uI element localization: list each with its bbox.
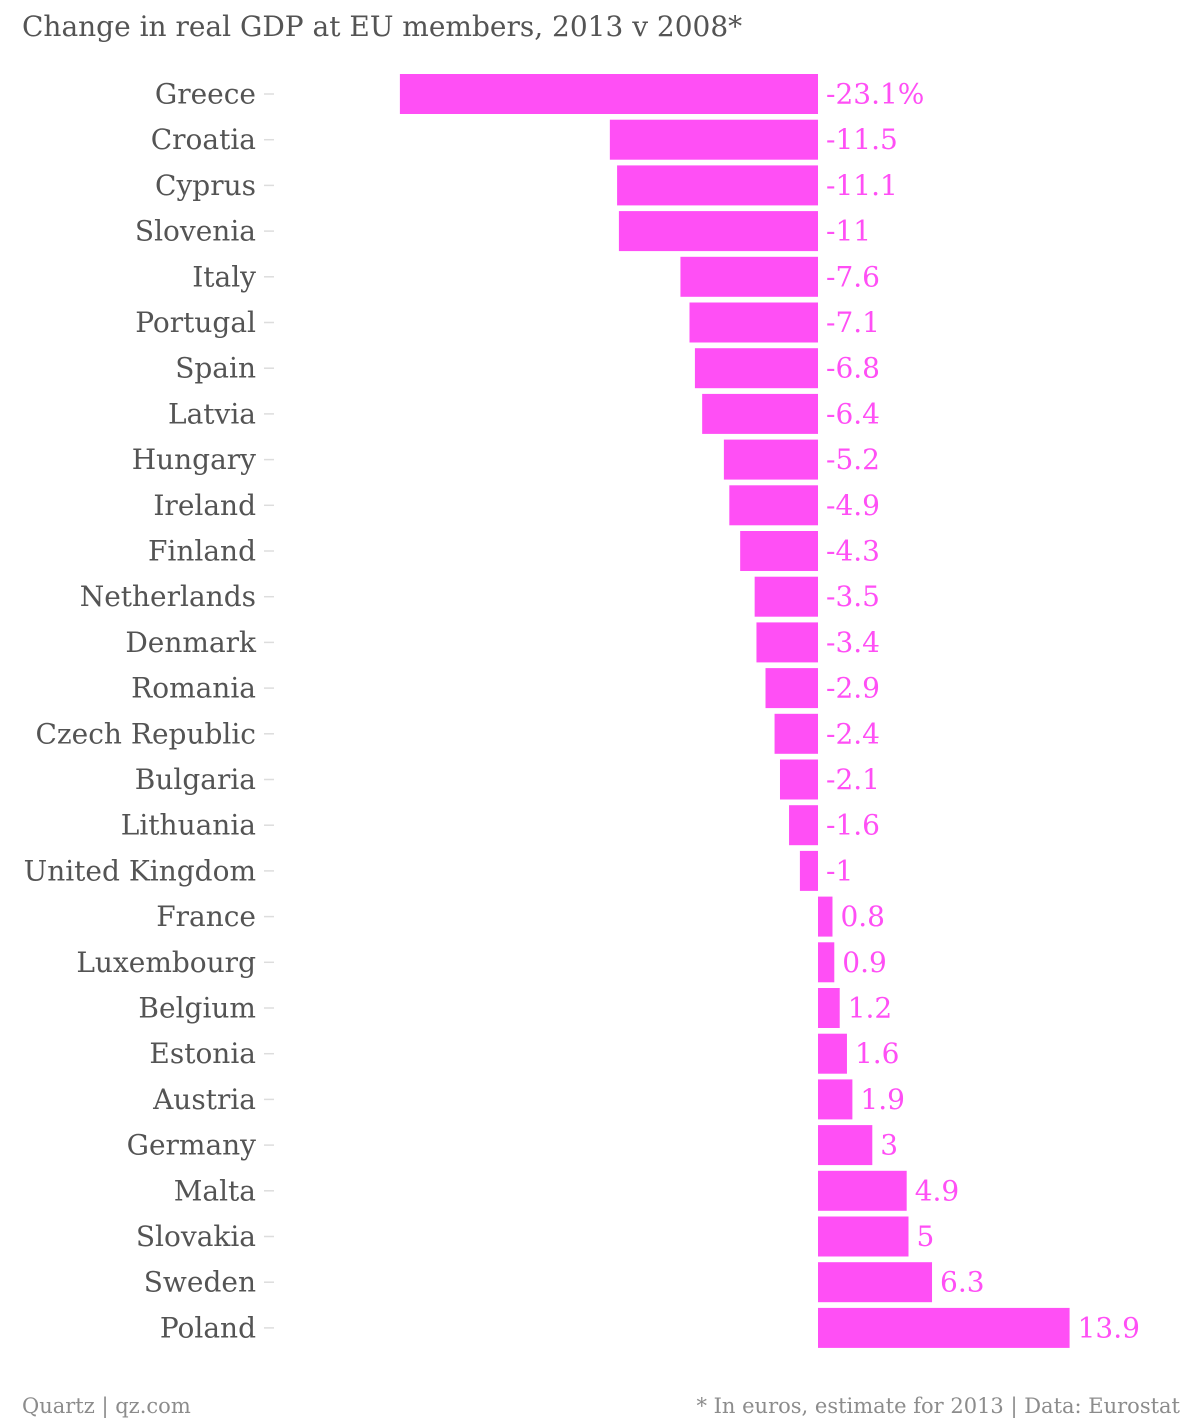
bar [399,74,818,114]
category-label: Czech Republic [36,717,257,750]
value-label: -2.1 [826,763,880,796]
category-label: Cyprus [155,169,256,202]
value-label: -23.1% [826,78,924,111]
value-label: -11 [826,215,871,248]
bar [774,713,818,754]
category-label: Romania [131,672,256,705]
value-label: 5 [917,1220,935,1253]
bar [740,531,818,571]
value-label: -11.1 [826,169,898,202]
bar [756,622,818,663]
bar [818,1216,909,1257]
bar [818,942,835,983]
value-label: -7.1 [826,306,880,339]
value-label: -3.5 [826,580,880,613]
category-label: Ireland [153,489,256,522]
bar [618,211,818,252]
category-label: Slovenia [135,215,256,248]
category-label: Bulgaria [135,763,256,796]
value-label: -1.6 [826,809,880,842]
value-label: -4.3 [826,535,880,568]
category-label: Luxembourg [76,946,256,979]
value-label: 1.2 [848,992,893,1025]
value-label: 4.9 [915,1174,960,1207]
bar [818,1262,933,1303]
value-label: -1 [826,854,853,887]
value-label: 13.9 [1078,1311,1140,1344]
category-label: Austria [152,1083,256,1116]
category-label: Malta [174,1174,256,1207]
value-label: 3 [880,1129,898,1162]
category-label: Spain [175,352,256,385]
bar [694,348,818,389]
category-label: United Kingdom [24,854,256,887]
value-label: 0.9 [842,946,887,979]
category-label: Portugal [135,306,256,339]
bar [609,119,818,160]
category-label: Italy [192,260,256,293]
category-label: Netherlands [80,580,256,613]
footer-source: Quartz | qz.com [22,1394,191,1418]
category-label: Finland [148,535,256,568]
bar [754,576,818,617]
bar [779,759,818,800]
value-label: 0.8 [840,900,885,933]
category-label: Denmark [125,626,257,659]
category-label: Lithuania [121,809,256,842]
bar [765,668,818,709]
bar [702,393,818,434]
bar [818,896,833,937]
value-label: 1.9 [860,1083,905,1116]
category-label: Poland [160,1311,256,1344]
bar [789,805,818,846]
category-label: Croatia [151,123,256,156]
bar [818,1307,1070,1348]
bar [818,1033,847,1074]
bar [723,439,818,480]
bar [680,256,818,297]
value-label: -2.4 [826,717,880,750]
chart-title: Change in real GDP at EU members, 2013 v… [22,10,743,43]
bar [818,1170,907,1211]
value-label: -6.4 [826,397,880,430]
category-label: Germany [127,1129,257,1162]
category-label: France [156,900,256,933]
bar [818,988,840,1028]
category-label: Estonia [149,1037,256,1070]
bar [689,302,818,343]
value-label: 6.3 [940,1266,985,1299]
value-label: -7.6 [826,260,880,293]
bar [617,165,818,206]
category-label: Hungary [132,443,256,476]
category-label: Sweden [144,1266,256,1299]
value-label: 1.6 [855,1037,900,1070]
value-label: -2.9 [826,672,880,705]
value-label: -6.8 [826,352,880,385]
bar [729,485,818,526]
footer-note: * In euros, estimate for 2013 | Data: Eu… [696,1394,1180,1418]
bar [818,1125,873,1166]
bar [799,850,818,891]
category-label: Belgium [138,992,256,1025]
value-label: -5.2 [826,443,880,476]
value-label: -11.5 [826,123,898,156]
value-label: -3.4 [826,626,880,659]
value-label: -4.9 [826,489,880,522]
category-label: Slovakia [136,1220,256,1253]
category-label: Latvia [168,397,256,430]
category-label: Greece [155,78,256,111]
bar [818,1079,853,1120]
